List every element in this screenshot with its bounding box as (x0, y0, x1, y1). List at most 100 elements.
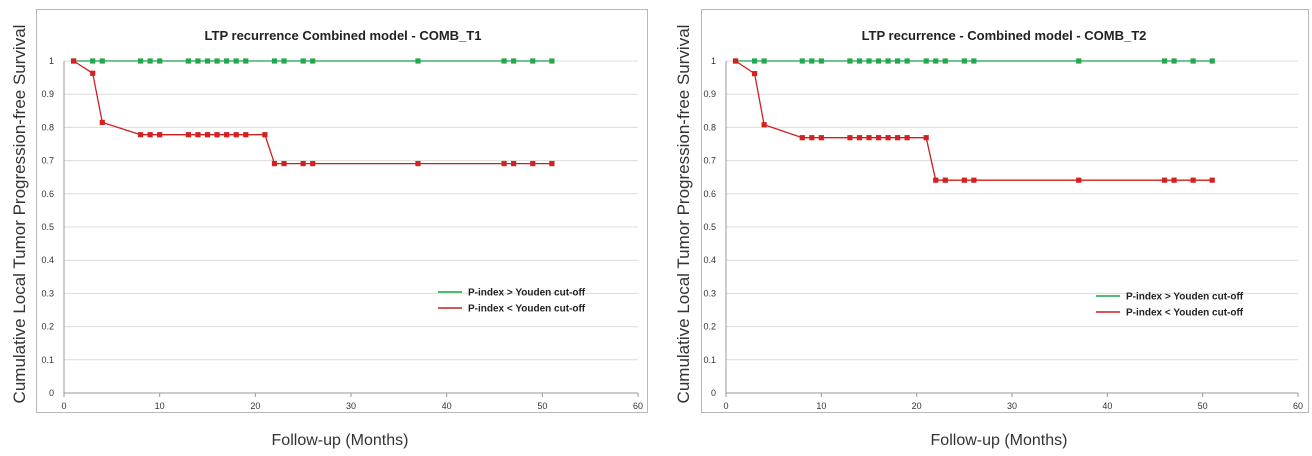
chart-frame (36, 9, 648, 413)
series-1-marker (933, 58, 939, 64)
series-1-marker (1209, 58, 1215, 64)
series-2-marker (214, 132, 220, 138)
series-1-marker (761, 58, 767, 64)
series-1-marker (1190, 58, 1196, 64)
series-1-marker (300, 58, 306, 64)
series-2-marker (501, 160, 507, 167)
series-1-marker (147, 58, 153, 64)
series-2-marker (752, 71, 758, 77)
series-2-marker (243, 132, 249, 138)
series-2-marker (732, 58, 739, 64)
y-tick-label: 0.9 (703, 89, 716, 99)
series-2-marker (195, 132, 201, 138)
series-1-marker (942, 58, 948, 64)
series-2-marker (895, 135, 901, 141)
series-2-marker (923, 135, 929, 141)
series-2-marker (809, 135, 815, 141)
x-tick-label: 40 (1102, 401, 1112, 411)
series-1-marker (809, 58, 815, 64)
series-2-marker (1171, 177, 1177, 183)
legend-label: P-index > Youden cut-off (468, 288, 586, 299)
legend-label: P-index < Youden cut-off (468, 304, 586, 315)
series-2-marker (90, 70, 96, 76)
series-1-marker (923, 58, 929, 64)
series-line-2 (735, 60, 1213, 181)
series-2-marker (147, 132, 153, 138)
series-1-marker (271, 58, 278, 64)
series-2-marker (310, 160, 316, 167)
series-2-marker (262, 132, 268, 138)
x-tick-label: 20 (250, 401, 260, 411)
series-2-marker (70, 58, 77, 64)
chart-panel-comb-t2: Cumulative Local Tumor Progression-free … (664, 0, 1312, 456)
chart-panel-comb-t1: Cumulative Local Tumor Progression-free … (0, 0, 652, 456)
series-1-marker (195, 58, 201, 64)
legend-label: P-index > Youden cut-off (1126, 292, 1244, 303)
series-2-marker (204, 132, 211, 138)
x-axis-label: Follow-up (Months) (271, 432, 409, 449)
series-2-marker (233, 132, 239, 138)
y-tick-label: 0 (49, 388, 54, 398)
series-1-marker (310, 58, 316, 64)
series-1-marker (281, 58, 287, 64)
chart-plot-comb-t1: LTP recurrence Combined model - COMB_T1 0… (41, 28, 643, 411)
series-1-marker (1171, 58, 1177, 64)
series-2-marker (137, 132, 144, 138)
y-tick-label: 0.9 (41, 89, 54, 99)
series-1-marker (866, 58, 872, 64)
series-2-marker (224, 132, 230, 138)
y-tick-label: 0.6 (41, 189, 54, 199)
series-1-marker (971, 58, 977, 64)
x-tick-label: 60 (1293, 401, 1303, 411)
y-tick-label: 0.2 (41, 322, 54, 332)
y-tick-label: 1 (711, 56, 716, 66)
y-tick-label: 0.1 (41, 355, 54, 365)
series-2-marker (1076, 177, 1082, 183)
series-2-marker (1190, 177, 1196, 183)
series-1-marker (847, 58, 853, 64)
series-2-marker (185, 132, 191, 138)
y-tick-label: 0.5 (41, 222, 54, 232)
series-1-marker (185, 58, 191, 64)
y-tick-label: 0.1 (703, 355, 716, 365)
x-tick-label: 10 (816, 401, 826, 411)
series-1-marker (961, 58, 967, 64)
chart-title: LTP recurrence - Combined model - COMB_T… (862, 28, 1147, 43)
series-2-marker (885, 135, 891, 141)
y-tick-label: 0.2 (703, 322, 716, 332)
series-2-marker (271, 160, 278, 167)
series-2-marker (530, 160, 536, 167)
series-1-marker (856, 58, 863, 64)
series-1-marker (90, 58, 96, 64)
series-2-marker (300, 160, 306, 167)
chart-plot-comb-t2: LTP recurrence - Combined model - COMB_T… (703, 28, 1303, 411)
x-tick-label: 20 (912, 401, 922, 411)
series-1-marker (157, 58, 163, 64)
series-2-marker (1161, 177, 1168, 183)
series-2-marker (942, 177, 948, 183)
x-tick-label: 30 (346, 401, 356, 411)
series-1-marker (501, 58, 507, 64)
series-line-2 (73, 60, 552, 165)
series-2-marker (99, 119, 105, 126)
x-tick-label: 60 (633, 401, 643, 411)
x-tick-label: 10 (155, 401, 165, 411)
series-1-marker (214, 58, 220, 64)
x-axis-label: Follow-up (Months) (930, 432, 1068, 449)
series-1-marker (204, 58, 211, 64)
series-1-marker (137, 58, 144, 64)
series-1-marker (1161, 58, 1168, 64)
y-tick-label: 0 (711, 388, 716, 398)
series-1-marker (895, 58, 901, 64)
series-1-marker (99, 58, 105, 64)
y-tick-label: 0.8 (41, 122, 54, 132)
y-tick-label: 0.4 (703, 255, 716, 265)
series-2-marker (1209, 177, 1215, 183)
series-2-marker (761, 122, 767, 128)
x-tick-label: 50 (537, 401, 547, 411)
y-tick-label: 0.7 (41, 156, 54, 166)
series-1-marker (549, 58, 555, 64)
series-1-marker (233, 58, 239, 64)
series-2-marker (971, 177, 977, 183)
